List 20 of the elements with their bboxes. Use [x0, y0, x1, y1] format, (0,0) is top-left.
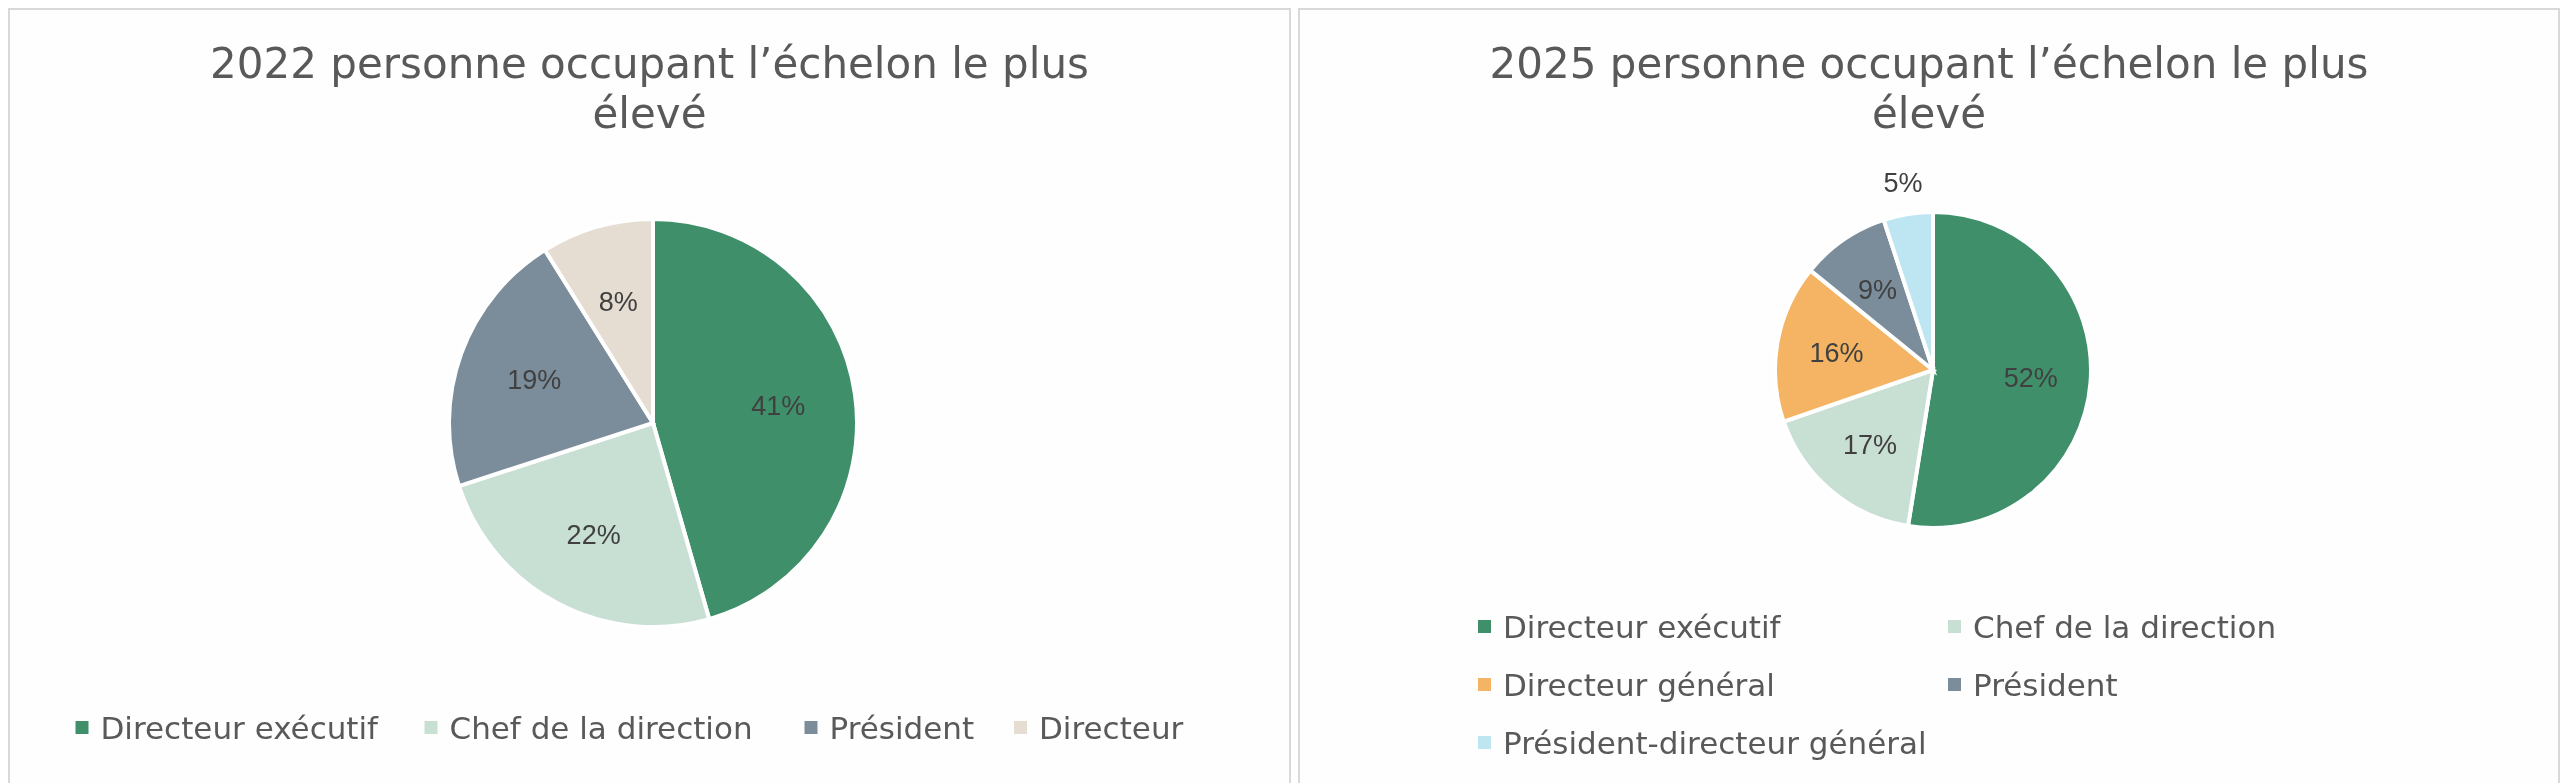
legend-label: Chef de la direction: [1973, 608, 2277, 645]
legend-label: Directeur général: [1503, 666, 1775, 703]
legend-label: Chef de la direction: [449, 709, 753, 746]
data-label: 8%: [598, 286, 638, 317]
data-label: 5%: [1883, 168, 1923, 199]
data-label: 41%: [751, 390, 806, 421]
legend-label: Président: [829, 709, 975, 746]
data-label: 19%: [507, 365, 562, 396]
data-label: 17%: [1843, 430, 1898, 461]
legend-label: Président: [1973, 666, 2118, 703]
data-label: 52%: [2003, 363, 2058, 394]
data-label: 9%: [1857, 274, 1897, 305]
legend-label: Président-directeur général: [1503, 724, 1927, 761]
data-label: 22%: [566, 520, 621, 551]
data-label: 16%: [1809, 338, 1864, 369]
chart-title: 2022 personne occupant l’échelon le plus élevé: [210, 39, 1089, 138]
legend-label: Directeur exécutif: [100, 709, 380, 746]
legend-label: Directeur: [1039, 709, 1184, 746]
chart-title: 2025 personne occupant l’échelon le plus élevé: [1489, 39, 2369, 138]
legend-label: Directeur exécutif: [1503, 608, 1782, 645]
